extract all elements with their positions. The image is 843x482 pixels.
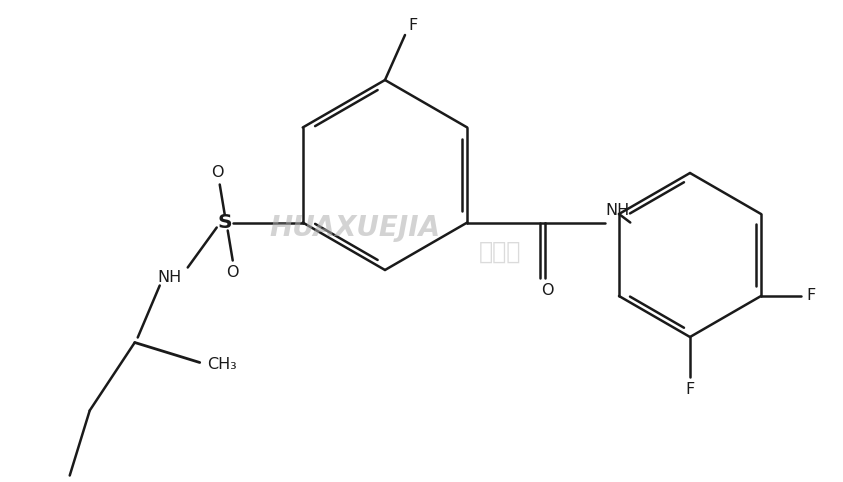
Text: HUAXUEJIA: HUAXUEJIA <box>270 214 441 242</box>
Text: F: F <box>685 381 695 397</box>
Text: F: F <box>408 17 417 32</box>
Text: NH: NH <box>158 270 182 285</box>
Text: CH₃: CH₃ <box>207 357 237 372</box>
Text: O: O <box>541 283 554 298</box>
Text: S: S <box>217 213 232 232</box>
Text: O: O <box>227 265 239 280</box>
Text: F: F <box>807 289 816 304</box>
Text: NH: NH <box>605 203 630 218</box>
Text: O: O <box>212 165 224 180</box>
Text: 化学加: 化学加 <box>479 240 521 264</box>
